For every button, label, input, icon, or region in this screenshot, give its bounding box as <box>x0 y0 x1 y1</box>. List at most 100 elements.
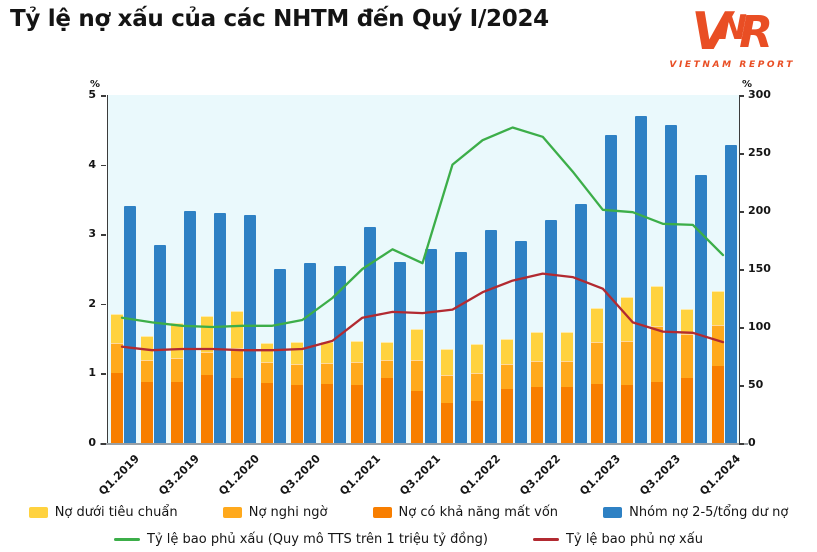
segment-Nợ nghi ngờ <box>621 340 634 386</box>
left-tickmark <box>101 95 106 97</box>
blue-bar-Q3.2020 <box>304 262 317 443</box>
x-label-Q3.2022: Q3.2022 <box>517 452 563 498</box>
segment-Nợ dưới tiêu chuẩn <box>681 308 694 334</box>
segment-Nợ nghi ngờ <box>110 342 123 373</box>
segment-Nợ có khả năng mất vốn <box>290 384 303 443</box>
legend-item-bao-phu-no-xau: Tỷ lệ bao phủ nợ xấu <box>533 532 703 547</box>
blue-bar-Q1.2022 <box>484 230 497 443</box>
legend-row-1: Nợ dưới tiêu chuẩn Nợ nghi ngờ Nợ có khả… <box>0 503 817 522</box>
segment-Nợ nghi ngờ <box>350 362 363 385</box>
segment-Nợ nghi ngờ <box>170 358 183 383</box>
legend-item-bao-phu-xau: Tỷ lệ bao phủ xấu (Quy mô TTS trên 1 tri… <box>114 532 488 547</box>
segment-Nợ có khả năng mất vốn <box>471 401 484 443</box>
blue-bar-Q3.2021 <box>424 248 437 443</box>
line-Tỷ lệ bao phủ xấu (Quy mô TTS trên 1 triệu tỷ đồng) <box>120 126 725 329</box>
segment-Nợ có khả năng mất vốn <box>651 381 664 443</box>
right-tickmark <box>739 385 744 387</box>
blue-bar-Q2.2023 <box>634 115 647 443</box>
segment-Nợ nghi ngờ <box>260 362 273 384</box>
segment-Nợ có khả năng mất vốn <box>441 402 453 443</box>
segment-Nợ có khả năng mất vốn <box>591 383 604 443</box>
x-label-Q3.2023: Q3.2023 <box>637 452 684 498</box>
segment-Nợ dưới tiêu chuẩn <box>591 308 604 343</box>
blue-bar-Q1.2019 <box>124 205 136 443</box>
segment-Nợ nghi ngờ <box>651 326 664 382</box>
segment-Nợ có khả năng mất vốn <box>411 390 423 443</box>
line-series-overlay <box>120 126 725 352</box>
right-tick-100: 100 <box>748 320 771 333</box>
blue-bar-Q4.2020 <box>334 265 347 443</box>
vietnam-report-logo: VNR VIETNAM REPORT <box>669 6 795 70</box>
segment-Nợ có khả năng mất vốn <box>230 378 243 443</box>
right-tick-200: 200 <box>748 204 771 217</box>
segment-Nợ dưới tiêu chuẩn <box>140 335 153 361</box>
legend-item-no-duoi-tieu-chuan: Nợ dưới tiêu chuẩn <box>28 505 178 520</box>
blue-bar-Q4.2021 <box>454 252 467 443</box>
segment-Nợ nghi ngờ <box>711 325 724 367</box>
blue-bar-Q4.2023 <box>694 175 707 443</box>
segment-Nợ có khả năng mất vốn <box>200 374 213 443</box>
legend-label: Tỷ lệ bao phủ xấu (Quy mô TTS trên 1 tri… <box>147 532 488 547</box>
right-tickmark <box>739 153 744 155</box>
segment-Nợ nghi ngờ <box>320 362 333 384</box>
right-tick-50: 50 <box>748 378 764 391</box>
segment-Nợ dưới tiêu chuẩn <box>380 342 393 361</box>
right-tickmark <box>739 269 744 271</box>
segment-Nợ dưới tiêu chuẩn <box>110 314 123 343</box>
blue-bar-Q1.2020 <box>244 214 257 443</box>
right-tickmark <box>739 211 744 213</box>
x-label-Q3.2021: Q3.2021 <box>396 452 443 498</box>
legend-label: Nợ dưới tiêu chuẩn <box>54 505 178 520</box>
legend-swatch-amber <box>222 507 242 518</box>
segment-Nợ nghi ngờ <box>501 363 514 389</box>
line-Tỷ lệ bao phủ nợ xấu <box>120 272 725 352</box>
blue-bar-Q4.2019 <box>214 213 227 443</box>
legend-label: Nhóm nợ 2-5/tổng dư nợ <box>629 505 789 520</box>
segment-Nợ dưới tiêu chuẩn <box>260 342 273 363</box>
segment-Nợ dưới tiêu chuẩn <box>411 328 423 361</box>
legend-label: Nợ nghi ngờ <box>248 505 328 520</box>
right-tick-300: 300 <box>748 88 771 101</box>
x-label-Q1.2022: Q1.2022 <box>456 452 503 498</box>
segment-Nợ nghi ngờ <box>140 360 153 382</box>
left-tick-2: 2 <box>88 296 96 310</box>
left-tickmark <box>101 443 106 445</box>
segment-Nợ có khả năng mất vốn <box>170 382 183 443</box>
left-tick-1: 1 <box>88 366 96 380</box>
left-tick-4: 4 <box>88 157 96 171</box>
legend-item-no-mat-von: Nợ có khả năng mất vốn <box>372 505 559 520</box>
x-label-Q1.2024: Q1.2024 <box>697 452 744 498</box>
legend-label: Nợ có khả năng mất vốn <box>398 505 559 520</box>
right-tickmark <box>739 95 744 97</box>
segment-Nợ nghi ngờ <box>531 360 544 388</box>
segment-Nợ có khả năng mất vốn <box>711 366 724 443</box>
segment-Nợ có khả năng mất vốn <box>501 388 514 443</box>
segment-Nợ nghi ngờ <box>471 373 484 402</box>
segment-Nợ nghi ngờ <box>411 360 423 391</box>
right-tickmark <box>739 443 744 445</box>
legend-label: Tỷ lệ bao phủ nợ xấu <box>566 532 703 547</box>
segment-Nợ có khả năng mất vốn <box>320 383 333 443</box>
blue-bar-Q2.2021 <box>394 262 407 443</box>
blue-bar-Q1.2021 <box>364 227 377 443</box>
legend-line-green <box>114 538 141 541</box>
segment-Nợ dưới tiêu chuẩn <box>501 338 514 364</box>
left-tickmark <box>101 303 106 306</box>
segment-Nợ nghi ngờ <box>200 351 213 375</box>
blue-bar-Q4.2022 <box>574 204 587 443</box>
segment-Nợ dưới tiêu chuẩn <box>200 315 213 352</box>
x-axis-line <box>100 443 748 445</box>
left-axis-unit: % <box>90 79 101 90</box>
segment-Nợ có khả năng mất vốn <box>531 387 544 443</box>
legend-swatch-blue <box>603 507 623 518</box>
segment-Nợ dưới tiêu chuẩn <box>561 331 574 361</box>
right-tick-0: 0 <box>748 436 756 449</box>
segment-Nợ có khả năng mất vốn <box>380 378 393 443</box>
blue-bar-Q2.2022 <box>514 241 527 443</box>
segment-Nợ nghi ngờ <box>290 363 303 385</box>
right-tickmark <box>739 327 744 329</box>
segment-Nợ có khả năng mất vốn <box>681 378 694 443</box>
blue-bar-Q2.2019 <box>154 245 166 443</box>
x-label-Q1.2020: Q1.2020 <box>216 452 263 498</box>
